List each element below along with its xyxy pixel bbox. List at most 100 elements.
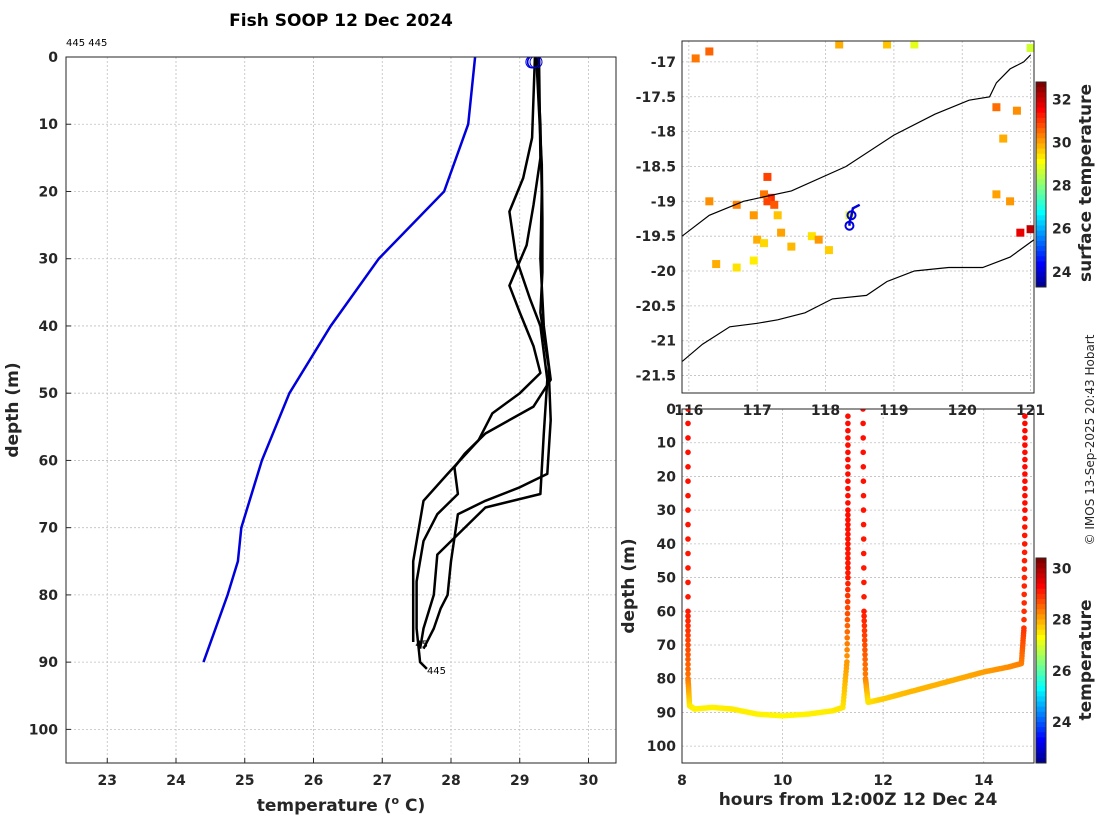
surface-colorbar-segment <box>1036 215 1046 221</box>
surface-colorbar-segment <box>1036 220 1046 226</box>
temperature-sample-point <box>861 565 867 571</box>
temperature-sample-point <box>860 507 867 513</box>
temperature-sample-point <box>1022 449 1028 456</box>
map-x-tick-label: 119 <box>879 403 908 419</box>
surface-colorbar-segment <box>1036 158 1046 165</box>
temperature-sample-point <box>685 478 691 485</box>
cast-profile-line <box>422 57 552 650</box>
temperature-sample-point <box>845 517 851 523</box>
surface-colorbar-segment <box>1036 225 1046 232</box>
sst-cell <box>705 47 714 56</box>
temperature-sample-point <box>685 632 691 639</box>
temperature-sample-point <box>860 550 867 557</box>
temperature-sample-point <box>862 671 869 677</box>
surface-colorbar-segment <box>1036 128 1046 134</box>
temperature-colorbar-segment <box>1036 757 1046 764</box>
temperature-sample-point <box>845 449 851 456</box>
temperature-sample-point <box>685 594 691 600</box>
temperature-colorbar-segment <box>1036 634 1046 641</box>
temperature-colorbar-segment <box>1036 629 1046 636</box>
temperature-sample-point <box>685 613 691 619</box>
depth-time-y-tick-label: 0 <box>666 402 676 418</box>
surface-colorbar-segment <box>1036 281 1046 288</box>
surface-colorbar-segment <box>1036 266 1046 273</box>
temperature-sample-point <box>845 545 851 552</box>
surface-colorbar-segment <box>1036 174 1046 180</box>
sst-cell <box>910 41 919 49</box>
surface-colorbar-segment <box>1036 194 1046 201</box>
temperature-sample-point <box>1022 492 1028 499</box>
temperature-sample-point <box>845 570 851 576</box>
temperature-sample-point <box>1022 500 1028 506</box>
surface-colorbar-segment <box>1036 97 1046 103</box>
surface-colorbar-segment <box>1036 256 1046 262</box>
temperature-sample-point <box>685 666 691 672</box>
profile-y-tick-label: 90 <box>39 655 59 671</box>
temperature-sample-point <box>685 435 691 441</box>
temperature-sample-point <box>845 580 851 587</box>
temperature-colorbar-segment <box>1036 722 1046 728</box>
sst-cell <box>807 232 816 241</box>
profile-y-tick-label: 0 <box>48 50 58 66</box>
surface-colorbar-segment <box>1036 87 1046 93</box>
profile-ylabel: depth (m) <box>3 362 23 457</box>
temperature-sample-point <box>685 642 691 648</box>
temperature-sample-point <box>685 550 691 557</box>
temperature-sample-point <box>685 608 691 615</box>
temperature-colorbar-segment <box>1036 696 1046 702</box>
temperature-sample-point <box>685 622 691 629</box>
temperature-sample-point <box>860 536 867 542</box>
depth-time-y-tick-label: 90 <box>657 705 677 721</box>
profile-top-label: 445 445 <box>66 38 107 49</box>
temperature-sample-point <box>1021 549 1028 556</box>
temperature-sample-point <box>845 464 851 470</box>
temperature-sample-point <box>860 420 866 427</box>
temperature-sample-point <box>860 409 866 412</box>
surface-colorbar-segment <box>1036 82 1046 88</box>
surface-colorbar-segment <box>1036 184 1046 191</box>
surface-colorbar-segment <box>1036 276 1046 283</box>
temperature-sample-point <box>1021 541 1028 547</box>
map-x-tick-label: 118 <box>811 403 840 419</box>
temperature-sample-point <box>685 507 691 513</box>
sst-cell <box>1006 197 1015 206</box>
temperature-sample-point <box>685 420 691 427</box>
temperature-sample-point <box>844 629 851 635</box>
temperature-sample-point <box>685 651 691 658</box>
temperature-sample-point <box>845 550 851 557</box>
temperature-colorbar-segment <box>1036 742 1046 749</box>
temperature-sample-point <box>860 435 866 441</box>
temperature-sample-point <box>862 642 868 648</box>
temperature-sample-point <box>845 526 851 533</box>
surface-colorbar-tick-label: 32 <box>1052 92 1071 108</box>
temperature-colorbar-segment <box>1036 716 1046 723</box>
sst-cell <box>1026 43 1034 52</box>
profile-y-tick-label: 80 <box>39 588 59 604</box>
temperature-colorbar-segment <box>1036 706 1046 713</box>
ship-track <box>848 203 861 226</box>
profile-x-tick-label: 25 <box>235 773 254 789</box>
temperature-colorbar-segment <box>1036 578 1046 585</box>
sst-cell <box>691 54 700 63</box>
surface-colorbar-segment <box>1036 133 1046 139</box>
profile-x-tick-label: 30 <box>579 773 599 789</box>
temperature-sample-point <box>1021 574 1028 581</box>
profile-y-tick-label: 60 <box>39 453 59 469</box>
temperature-colorbar-tick-label: 28 <box>1052 613 1071 629</box>
temperature-sample-point <box>685 579 691 586</box>
temperature-colorbar-segment <box>1036 655 1046 661</box>
profile-xlabel-sup: o <box>392 794 400 807</box>
surface-colorbar-segment <box>1036 123 1046 129</box>
temperature-sample-point <box>844 659 850 665</box>
temperature-colorbar-segment <box>1036 650 1046 656</box>
temperature-sample-point <box>862 651 868 658</box>
temperature-sample-point <box>844 598 851 605</box>
track-marker <box>846 210 857 221</box>
cast-end-label: 445 <box>427 666 446 677</box>
temperature-colorbar-segment <box>1036 604 1046 610</box>
surface-colorbar-segment <box>1036 164 1046 170</box>
sst-cell <box>992 103 1001 112</box>
temperature-sample-point <box>845 536 851 542</box>
temperature-sample-point <box>685 656 691 663</box>
surface-colorbar-tick-label: 26 <box>1052 222 1071 238</box>
